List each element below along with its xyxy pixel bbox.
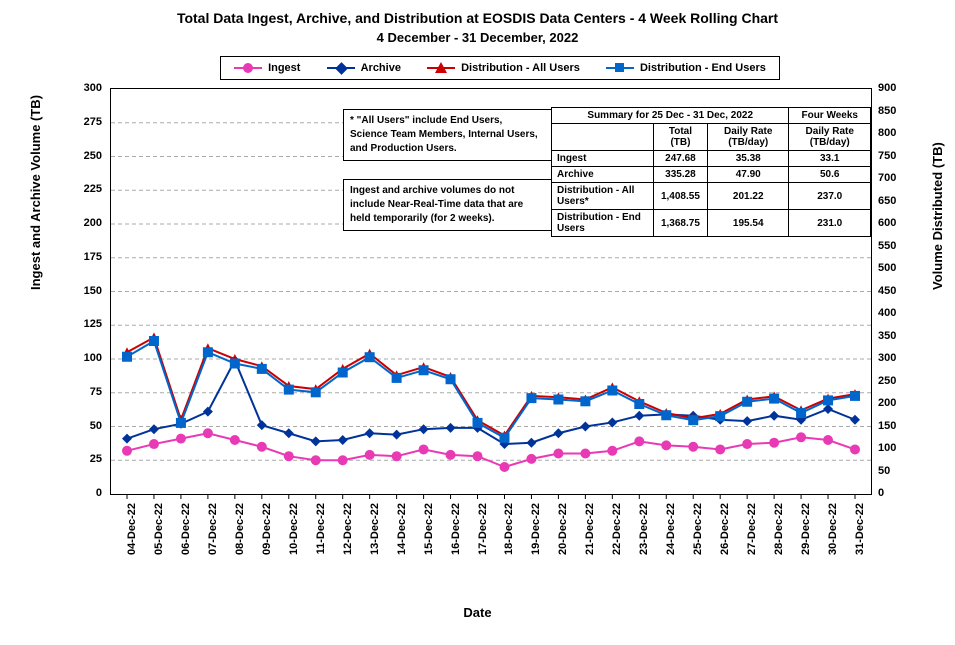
y-tick-right: 0 <box>872 487 948 499</box>
legend-item: Distribution - End Users <box>606 61 766 75</box>
x-axis: 04-Dec-22 05-Dec-22 06-Dec-22 07-Dec-22 08-D… <box>110 495 870 595</box>
y-tick-left: 300 <box>4 82 108 94</box>
x-tick-label: 07-Dec-22 <box>207 503 219 555</box>
x-axis-label: Date <box>10 605 945 620</box>
chart-title-sub: 4 December - 31 December, 2022 <box>10 30 945 45</box>
y-tick-left: 175 <box>4 251 108 263</box>
x-tick-label: 05-Dec-22 <box>153 503 165 555</box>
y-tick-right: 300 <box>872 352 948 364</box>
x-tick-label: 15-Dec-22 <box>423 503 435 555</box>
x-tick-label: 11-Dec-22 <box>315 503 327 554</box>
legend: Ingest Archive Distribution - All Users Dis… <box>220 56 780 80</box>
legend-item: Ingest <box>234 61 300 75</box>
x-tick-label: 19-Dec-22 <box>530 503 542 555</box>
y-tick-right: 200 <box>872 397 948 409</box>
legend-item: Distribution - All Users <box>427 61 580 75</box>
legend-label: Archive <box>361 62 401 74</box>
x-tick-label: 16-Dec-22 <box>450 503 462 555</box>
x-tick-label: 06-Dec-22 <box>180 503 192 555</box>
x-tick-label: 28-Dec-22 <box>773 503 785 555</box>
legend-label: Ingest <box>268 62 300 74</box>
x-tick-label: 31-Dec-22 <box>854 503 866 555</box>
y-axis-left: 0255075100125150175200225250275300 <box>10 88 108 493</box>
y-tick-left: 50 <box>4 420 108 432</box>
note-all-users: * "All Users" include End Users,Science … <box>343 109 562 161</box>
y-tick-right: 450 <box>872 285 948 297</box>
y-tick-right: 600 <box>872 217 948 229</box>
y-axis-right: 0501001502002503003504004505005506006507… <box>872 88 942 493</box>
x-tick-label: 21-Dec-22 <box>584 503 596 555</box>
chart-container: Total Data Ingest, Archive, and Distribu… <box>10 10 945 635</box>
y-tick-left: 225 <box>4 183 108 195</box>
y-tick-right: 50 <box>872 465 948 477</box>
y-tick-right: 350 <box>872 330 948 342</box>
y-tick-right: 700 <box>872 172 948 184</box>
y-tick-left: 150 <box>4 285 108 297</box>
x-tick-label: 26-Dec-22 <box>719 503 731 555</box>
legend-item: Archive <box>327 61 401 75</box>
x-tick-label: 13-Dec-22 <box>369 503 381 555</box>
x-tick-label: 18-Dec-22 <box>503 503 515 555</box>
y-tick-right: 100 <box>872 442 948 454</box>
chart-title-main: Total Data Ingest, Archive, and Distribu… <box>10 10 945 26</box>
y-tick-right: 550 <box>872 240 948 252</box>
y-tick-left: 125 <box>4 318 108 330</box>
x-tick-label: 17-Dec-22 <box>477 503 489 555</box>
x-tick-label: 23-Dec-22 <box>638 503 650 555</box>
x-tick-label: 22-Dec-22 <box>611 503 623 555</box>
y-tick-right: 750 <box>872 150 948 162</box>
x-tick-label: 12-Dec-22 <box>342 503 354 555</box>
x-tick-label: 30-Dec-22 <box>827 503 839 555</box>
x-tick-label: 20-Dec-22 <box>557 503 569 555</box>
y-tick-right: 850 <box>872 105 948 117</box>
x-tick-label: 14-Dec-22 <box>396 503 408 555</box>
y-tick-right: 400 <box>872 307 948 319</box>
x-tick-label: 29-Dec-22 <box>800 503 812 555</box>
y-tick-right: 800 <box>872 127 948 139</box>
x-tick-label: 25-Dec-22 <box>692 503 704 555</box>
y-tick-right: 650 <box>872 195 948 207</box>
x-tick-label: 10-Dec-22 <box>288 503 300 555</box>
y-tick-left: 25 <box>4 453 108 465</box>
y-tick-left: 0 <box>4 487 108 499</box>
x-tick-label: 24-Dec-22 <box>665 503 677 555</box>
y-tick-right: 150 <box>872 420 948 432</box>
y-tick-left: 250 <box>4 150 108 162</box>
legend-label: Distribution - All Users <box>461 62 580 74</box>
y-tick-right: 500 <box>872 262 948 274</box>
summary-table: Summary for 25 Dec - 31 Dec, 2022Four We… <box>551 107 871 237</box>
legend-label: Distribution - End Users <box>640 62 766 74</box>
y-tick-right: 900 <box>872 82 948 94</box>
y-tick-left: 75 <box>4 386 108 398</box>
y-tick-left: 100 <box>4 352 108 364</box>
y-tick-left: 200 <box>4 217 108 229</box>
x-tick-label: 27-Dec-22 <box>746 503 758 555</box>
y-tick-right: 250 <box>872 375 948 387</box>
x-tick-label: 04-Dec-22 <box>126 503 138 555</box>
x-tick-label: 08-Dec-22 <box>234 503 246 555</box>
plot-area: * "All Users" include End Users,Science … <box>110 88 872 495</box>
x-tick-label: 09-Dec-22 <box>261 503 273 555</box>
y-tick-left: 275 <box>4 116 108 128</box>
note-volumes: Ingest and archive volumes do notinclude… <box>343 179 562 231</box>
